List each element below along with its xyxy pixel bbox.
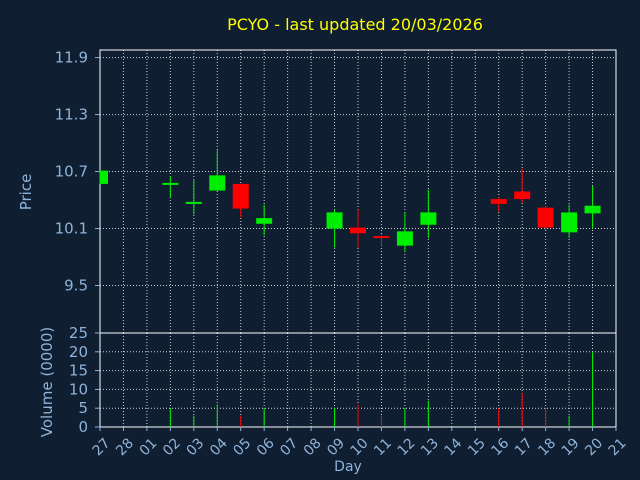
candle-body — [350, 227, 366, 234]
price-tick-label: 11.9 — [55, 49, 88, 67]
day-tick-label: 06 — [254, 435, 278, 459]
volume-axis-label: Volume (0000) — [38, 327, 56, 437]
chart-title: PCYO - last updated 20/03/2026 — [227, 15, 483, 34]
volume-tick-label: 10 — [69, 380, 88, 398]
price-tick-label: 10.7 — [55, 163, 88, 181]
day-tick-label: 01 — [137, 435, 161, 459]
candle-body — [490, 199, 507, 204]
candle — [396, 212, 413, 253]
volume-tick-label: 20 — [69, 343, 88, 361]
candle-body — [420, 212, 437, 225]
day-tick-label: 04 — [207, 435, 231, 459]
day-tick-label: 28 — [113, 435, 137, 459]
candle-body — [373, 236, 390, 239]
candle-body — [326, 212, 343, 229]
day-tick-label: 27 — [90, 435, 114, 459]
candle — [584, 185, 601, 229]
candle — [373, 234, 390, 246]
candle — [162, 176, 179, 199]
price-tick-label: 10.1 — [55, 220, 88, 238]
price-axis: 9.5 10.1 10.7 11.3 11.9 — [55, 49, 100, 295]
day-axis: 27 28 01 02 03 04 05 06 07 08 09 10 11 12 13 14 15 16 17 18… — [90, 427, 630, 459]
candle — [514, 168, 531, 203]
day-tick-label: 11 — [371, 435, 395, 459]
price-tick-label: 11.3 — [55, 106, 88, 124]
day-tick-label: 15 — [465, 435, 489, 459]
candle — [256, 204, 273, 236]
day-tick-label: 18 — [535, 435, 559, 459]
day-tick-label: 19 — [559, 435, 583, 459]
candle-body — [537, 207, 554, 228]
candle-body — [162, 182, 179, 185]
candle — [232, 183, 249, 218]
candle-body — [100, 170, 108, 184]
day-tick-label: 10 — [348, 435, 372, 459]
volume-tick-label: 25 — [69, 324, 88, 342]
candle-body — [185, 201, 202, 204]
candle — [490, 197, 507, 212]
price-axis-label: Price — [17, 174, 35, 211]
candle — [209, 149, 226, 191]
day-tick-label: 09 — [324, 435, 348, 459]
day-tick-label: 12 — [395, 435, 419, 459]
candle-body — [561, 212, 578, 233]
day-tick-label: 20 — [582, 435, 606, 459]
day-tick-label: 05 — [230, 435, 254, 459]
day-tick-label: 08 — [301, 435, 325, 459]
candle — [420, 189, 437, 239]
volume-tick-label: 0 — [78, 418, 88, 436]
day-tick-label: 07 — [277, 435, 301, 459]
candle — [99, 170, 108, 184]
candle-body — [584, 205, 601, 214]
candle — [537, 205, 554, 230]
price-grid — [99, 50, 617, 333]
candle — [185, 179, 202, 215]
volume-bars — [169, 351, 594, 427]
candle-body — [256, 218, 273, 224]
day-tick-label: 17 — [512, 435, 536, 459]
candle — [326, 209, 343, 248]
candle — [350, 209, 366, 248]
day-tick-label: 03 — [184, 435, 208, 459]
candle-body — [209, 175, 226, 191]
day-tick-label: 02 — [160, 435, 184, 459]
day-tick-label: 21 — [606, 435, 630, 459]
day-axis-label: Day — [334, 459, 362, 475]
day-tick-label: 16 — [488, 435, 512, 459]
candle-body — [396, 231, 413, 246]
price-tick-label: 9.5 — [64, 277, 88, 295]
candle — [561, 204, 578, 239]
candle-body — [514, 191, 531, 200]
candle-body — [232, 183, 249, 209]
volume-tick-label: 5 — [78, 399, 88, 417]
candles — [99, 149, 601, 253]
day-tick-label: 14 — [442, 435, 466, 459]
volume-tick-label: 15 — [69, 362, 88, 380]
day-tick-label: 13 — [418, 435, 442, 459]
